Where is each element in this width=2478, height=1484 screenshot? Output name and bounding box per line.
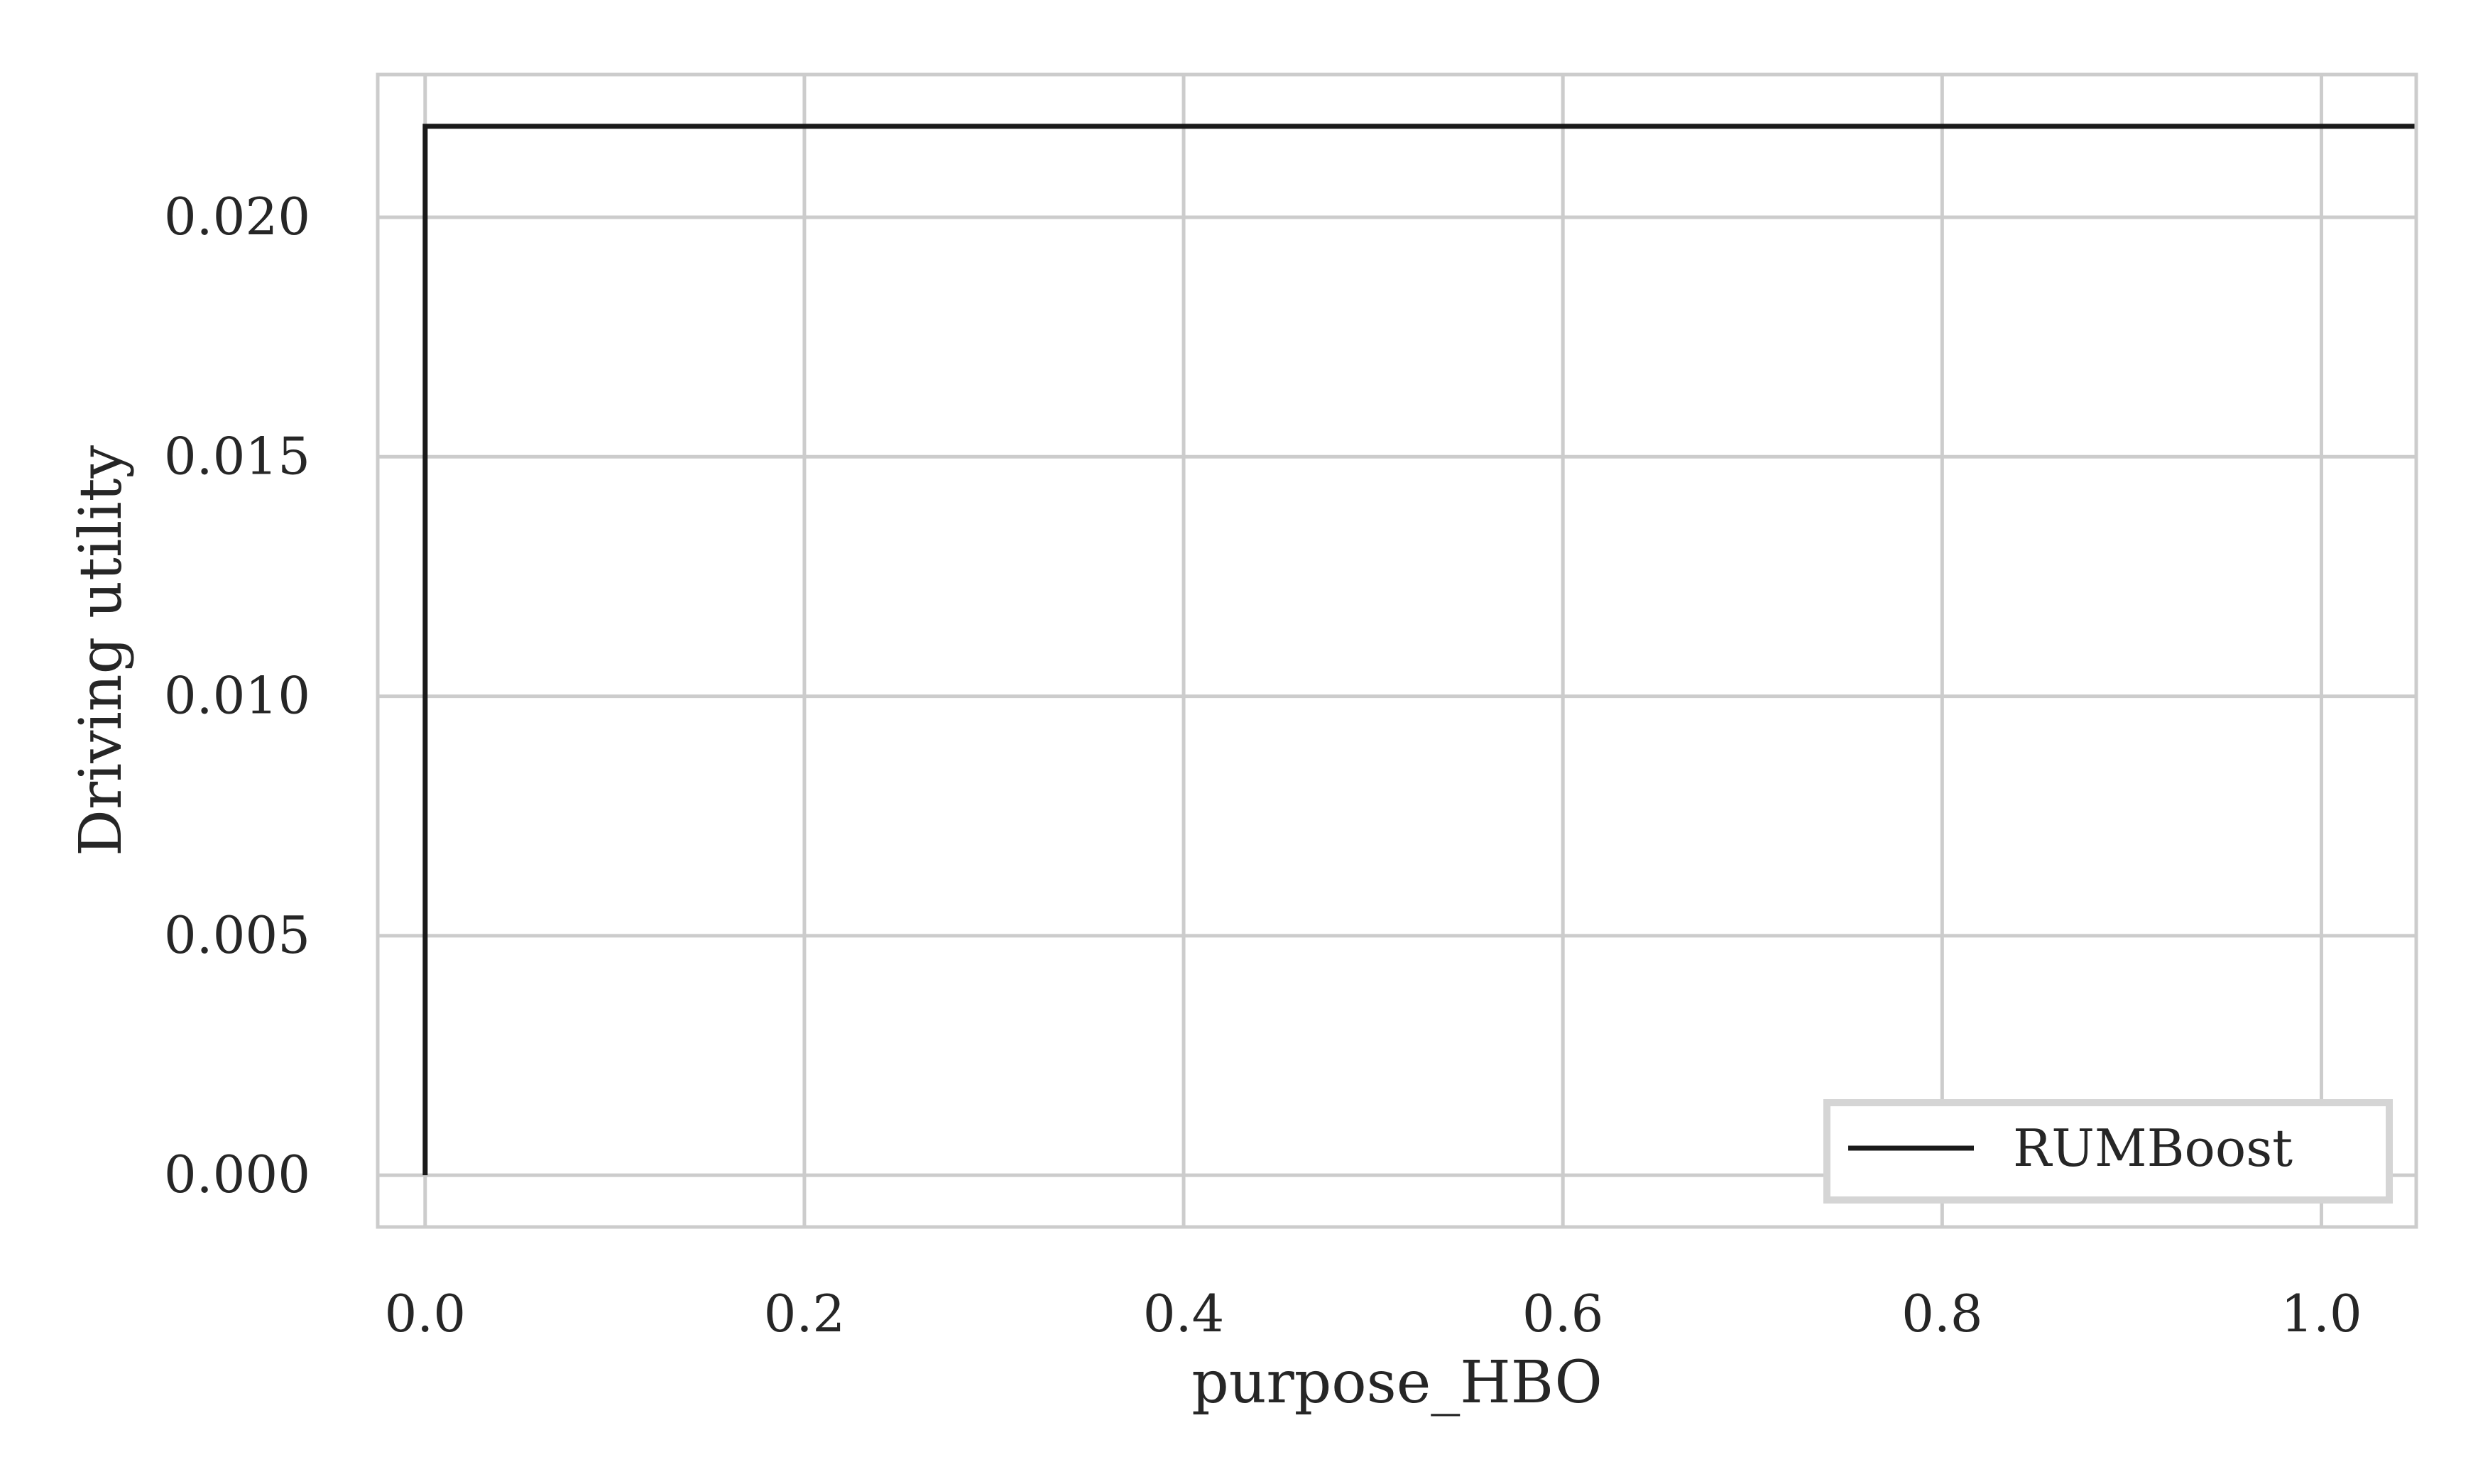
series-line-rumboost xyxy=(422,124,2416,1176)
x-tick-label: 0.4 xyxy=(1143,1284,1225,1343)
legend-box xyxy=(1823,1099,2393,1204)
grid-lines xyxy=(378,75,2416,1227)
legend-label-rumboost: RUMBoost xyxy=(2013,1118,2293,1178)
y-axis-label: Driving utility xyxy=(67,444,135,856)
x-tick-label: 0.8 xyxy=(1901,1284,1983,1343)
series-layer xyxy=(422,124,2416,1176)
y-tick-label: 0.000 xyxy=(164,1145,310,1204)
plot-frame xyxy=(376,72,2418,1229)
x-tick-labels: 0.0 0.2 0.4 0.6 0.8 1.0 xyxy=(385,1284,2362,1343)
x-tick-label: 0.0 xyxy=(385,1284,466,1343)
y-tick-label: 0.005 xyxy=(164,905,310,965)
y-tick-label: 0.020 xyxy=(164,187,310,246)
y-tick-label: 0.015 xyxy=(164,426,310,486)
y-tick-label: 0.010 xyxy=(164,666,310,726)
x-tick-label: 0.2 xyxy=(764,1284,846,1343)
y-tick-labels: 0.000 0.005 0.010 0.015 0.020 xyxy=(164,187,310,1204)
x-axis-label: purpose_HBO xyxy=(1191,1349,1602,1417)
x-tick-label: 1.0 xyxy=(2281,1284,2362,1343)
x-tick-label: 0.6 xyxy=(1522,1284,1604,1343)
legend: RUMBoost xyxy=(1823,1099,2393,1204)
